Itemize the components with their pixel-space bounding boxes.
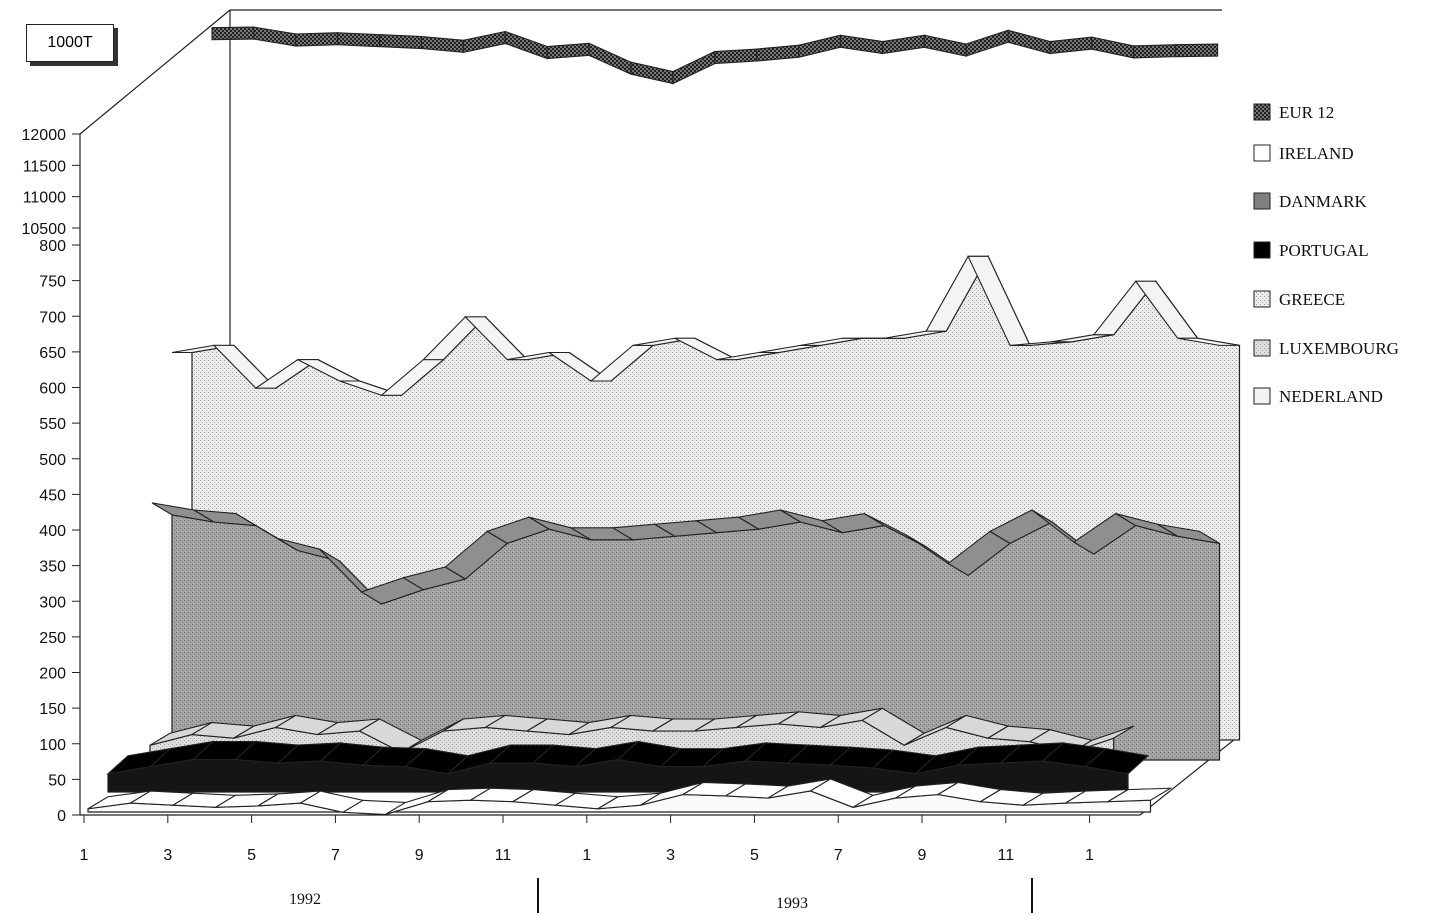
legend-item-ireland: IRELAND [1253,144,1354,163]
series-segment [1084,748,1150,775]
series-segment [965,29,1009,57]
series-segment [1091,36,1135,59]
x-tick-label: 11 [495,847,512,864]
legend-label: IRELAND [1279,144,1354,163]
y-axis: 0 50 100 150 200 250 300 350 400 450 500 550 600 650 7… [22,127,81,825]
series-ireland [87,778,1173,816]
series-segment [881,34,925,55]
series-segment [798,34,842,58]
series-segment [839,34,883,55]
series-eur-12 [211,26,1219,85]
x-tick-label: 9 [918,847,927,864]
series-portugal [106,740,1150,793]
series-segment [295,32,339,47]
y-tick-label: 400 [39,523,66,540]
x-tick-label: 3 [163,847,172,864]
series-segment [714,48,758,65]
series-segment [420,35,464,53]
series-segment [1133,44,1177,59]
series-segment [462,30,506,53]
legend-item-luxembourg: LUXEMBOURG [1253,339,1399,358]
series-segment [1177,337,1240,346]
y-tick-label: 350 [39,559,66,576]
legend-swatch [1253,387,1271,405]
x-tick-label: 1 [80,847,89,864]
legend-swatch [1253,339,1271,357]
series-segment [211,26,255,41]
x-tick-label: 7 [834,847,843,864]
y-tick-label: 650 [39,345,66,362]
series-danmark [151,502,1221,761]
legend-item-nederland: NEDERLAND [1253,387,1383,406]
y-tick-label: 12000 [22,127,67,144]
series-segment [1105,787,1173,803]
legend-item-portugal: PORTUGAL [1253,241,1369,260]
y-tick-label: 800 [39,238,66,255]
legend-label: GREECE [1279,290,1345,309]
legend-swatch [1253,241,1271,259]
legend-swatch [1253,144,1271,162]
y-tick-label: 50 [48,772,66,789]
series-segment [1007,29,1051,55]
legend-swatch [1253,192,1271,210]
legend-label: PORTUGAL [1279,241,1369,260]
series-segment [379,34,423,50]
legend-label: DANMARK [1279,192,1368,211]
y-tick-label: 100 [39,737,66,754]
y-tick-label: 750 [39,274,66,291]
y-tick-label: 250 [39,630,66,647]
series-segment [756,44,800,62]
series-segment [1049,36,1093,55]
y-tick-label: 11000 [23,190,66,207]
y-tick-label: 150 [39,701,66,718]
series-segment [588,42,632,76]
x-tick-label: 5 [750,847,759,864]
legend-label: NEDERLAND [1279,387,1383,406]
legend-item-greece: GREECE [1253,290,1345,309]
y-tick-label: 600 [39,381,66,398]
series-segment [546,42,590,60]
legend-swatch [1253,290,1271,308]
series-segment [630,61,674,85]
unit-label: 1000T [26,24,114,62]
y-tick-label: 0 [57,808,66,825]
year-label-1992: 1992 [289,891,321,908]
series-layer [87,26,1241,816]
y-tick-label: 700 [39,309,66,326]
x-tick-label: 9 [415,847,424,864]
x-tick-label: 5 [247,847,256,864]
series-segment [1175,43,1219,58]
y-tick-label: 300 [39,594,66,611]
series-segment [337,32,381,48]
x-tick-label: 3 [666,847,675,864]
y-tick-label: 550 [39,416,66,433]
year-label-1993: 1993 [776,895,808,912]
legend-label: LUXEMBOURG [1279,339,1399,358]
y-tick-label: 450 [39,487,66,504]
series-segment [672,50,716,85]
y-tick-label: 200 [39,666,66,683]
series-segment [1157,523,1220,544]
legend-swatch [1253,103,1271,121]
series-segment [923,34,967,57]
y-tick-label: 10500 [22,221,67,238]
legend: EUR 12 IRELAND DANMARK PORTUGAL GREECE LUXEMB… [1253,103,1399,406]
x-tick-label: 11 [997,847,1014,864]
series-segment [253,26,297,47]
x-tick-label: 1 [582,847,591,864]
series-segment [504,30,548,60]
x-tick-label: 1 [1085,847,1094,864]
legend-item-eur-12: EUR 12 [1253,103,1334,122]
y-tick-label: 500 [39,452,66,469]
legend-item-danmark: DANMARK [1253,192,1368,211]
y-tick-label: 11500 [23,158,66,175]
x-tick-label: 7 [331,847,340,864]
legend-label: EUR 12 [1279,103,1334,122]
